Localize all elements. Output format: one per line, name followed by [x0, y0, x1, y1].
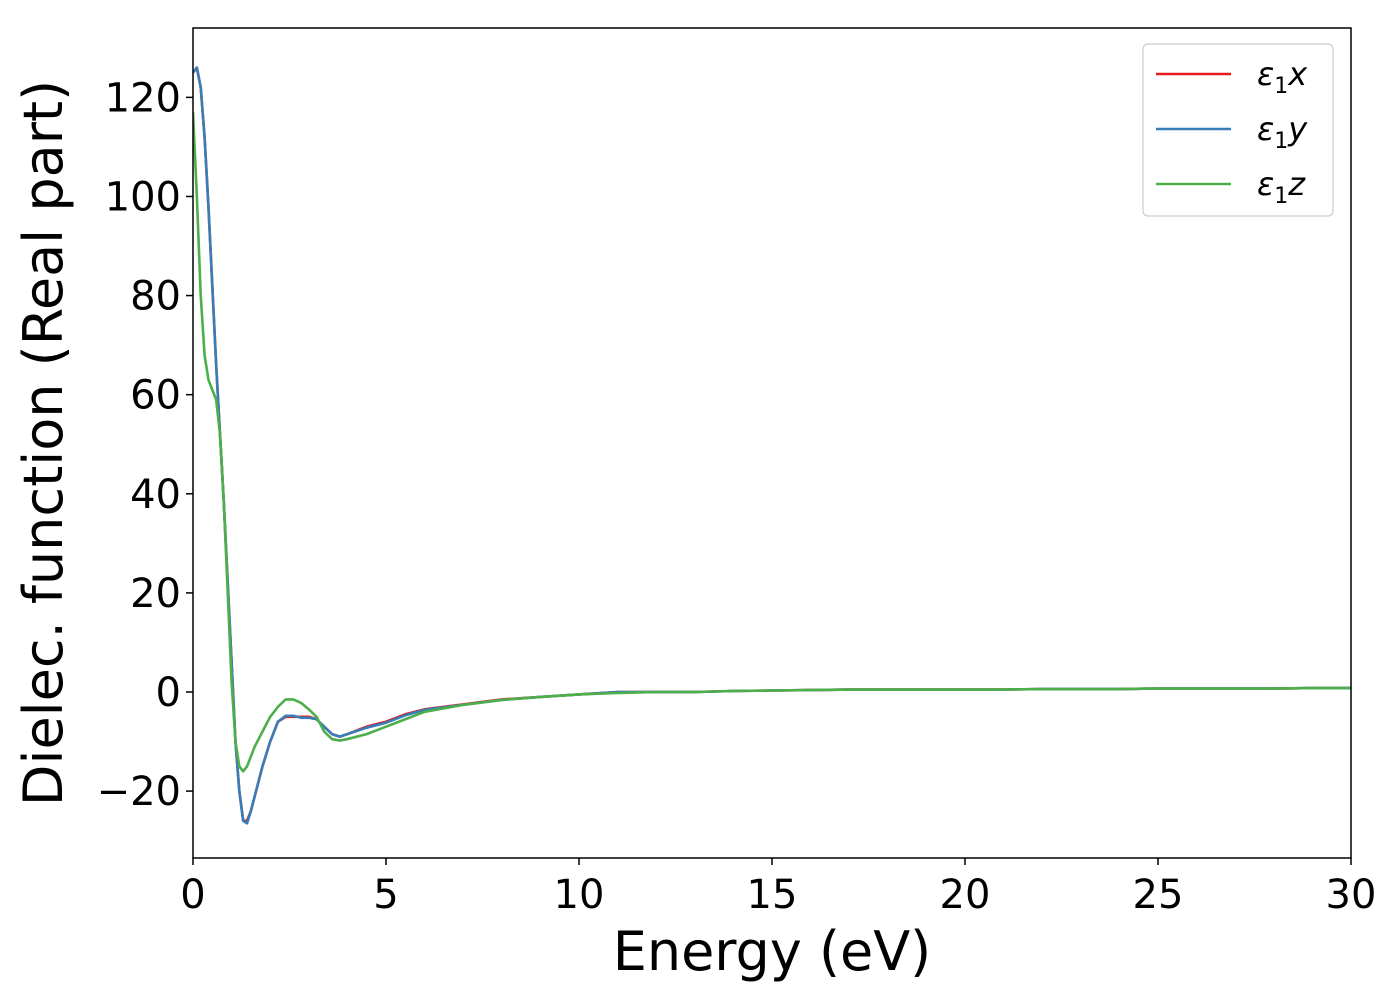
series-line-z — [193, 112, 1351, 773]
y-tick-label: 100 — [105, 174, 181, 220]
legend-label-symbol: ε — [1257, 110, 1274, 148]
legend-label: ε1x — [1257, 55, 1308, 99]
x-tick-label: 30 — [1326, 872, 1377, 918]
x-axis: 0 5 10 15 20 25 30 — [180, 858, 1376, 918]
legend-label-subscript: 1 — [1274, 74, 1288, 99]
legend-label-component: z — [1287, 165, 1306, 203]
y-tick-label: 20 — [130, 571, 181, 617]
legend-item-z: ε1z — [1156, 165, 1306, 209]
x-tick-label: 10 — [554, 872, 605, 918]
legend-label-symbol: ε — [1257, 55, 1274, 93]
legend-label-symbol: ε — [1257, 165, 1274, 203]
x-axis-label: Energy (eV) — [613, 920, 932, 983]
y-tick-label: 40 — [130, 472, 181, 518]
legend-label: ε1y — [1257, 110, 1308, 154]
x-tick-label: 20 — [940, 872, 991, 918]
legend-label-subscript: 1 — [1274, 184, 1288, 209]
x-tick-label: 5 — [373, 872, 398, 918]
legend-label-component: x — [1287, 55, 1308, 93]
legend-item-y: ε1y — [1156, 110, 1308, 154]
y-tick-label: 80 — [130, 274, 181, 320]
x-tick-label: 0 — [180, 872, 205, 918]
legend-item-x: ε1x — [1156, 55, 1308, 99]
series-layer — [193, 66, 1351, 825]
y-tick-label: 0 — [156, 670, 181, 716]
legend-label: ε1z — [1257, 165, 1306, 209]
legend-label-subscript: 1 — [1274, 129, 1288, 154]
y-axis: −20 0 20 40 60 80 100 120 — [97, 75, 193, 815]
legend-box — [1142, 43, 1334, 217]
y-tick-label: 120 — [105, 75, 181, 121]
x-tick-label: 15 — [747, 872, 798, 918]
y-tick-label: −20 — [97, 769, 181, 815]
x-tick-label: 25 — [1133, 872, 1184, 918]
y-tick-label: 60 — [130, 373, 181, 419]
y-axis-label: Dielec. function (Real part) — [12, 80, 75, 806]
legend-label-component: y — [1287, 110, 1308, 148]
